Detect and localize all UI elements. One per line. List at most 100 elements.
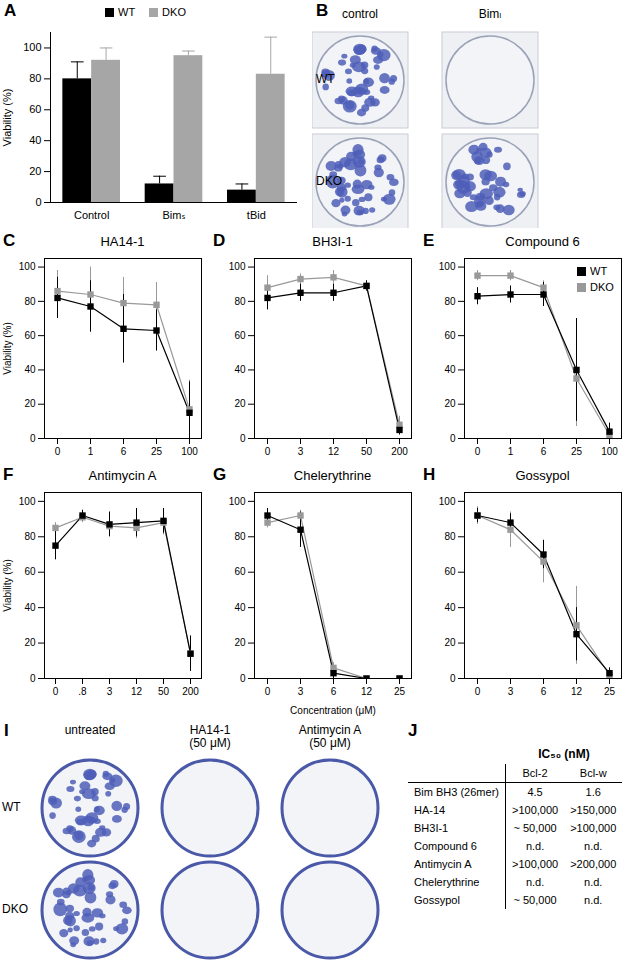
html-text:G: G [213, 465, 227, 484]
svg-text:40: 40 [444, 364, 456, 375]
svg-text:0: 0 [475, 446, 481, 457]
svg-text:Control: Control [74, 209, 109, 221]
html-text:HA14-1: HA14-1 [189, 723, 231, 737]
svg-text:60: 60 [29, 103, 41, 115]
html-text:(50 μM): (50 μM) [189, 736, 231, 750]
html-text:Compound 6: Compound 6 [505, 234, 580, 249]
svg-text:0: 0 [265, 686, 271, 697]
svg-text:20: 20 [24, 398, 36, 409]
svg-text:0: 0 [475, 686, 481, 697]
html-text:Bimₗ: Bimₗ [478, 7, 502, 21]
svg-text:0: 0 [450, 673, 456, 684]
svg-text:0: 0 [55, 446, 61, 457]
svg-text:100: 100 [439, 261, 456, 272]
svg-text:20: 20 [234, 637, 246, 648]
html-text:Gossypol: Gossypol [515, 468, 570, 483]
svg-text:25: 25 [604, 686, 616, 697]
svg-text:25: 25 [571, 446, 583, 457]
html-text:WT: WT [316, 72, 335, 86]
svg-text:12: 12 [361, 686, 373, 697]
svg-text:80: 80 [24, 531, 36, 542]
svg-text:50: 50 [158, 686, 170, 697]
svg-text:20: 20 [444, 398, 456, 409]
svg-text:1: 1 [508, 446, 514, 457]
html-text:IC₅₀ (nM): IC₅₀ (nM) [538, 747, 590, 761]
svg-text:0: 0 [30, 433, 36, 444]
svg-text:100: 100 [181, 446, 198, 457]
svg-text:Viability (%): Viability (%) [1, 89, 13, 147]
html-text:HA14-1: HA14-1 [100, 234, 145, 249]
html-text:BH3I-1: BH3I-1 [312, 234, 353, 249]
svg-text:80: 80 [444, 531, 456, 542]
svg-text:60: 60 [234, 566, 246, 577]
svg-text:80: 80 [234, 296, 246, 307]
html-text:DKO: DKO [316, 174, 342, 188]
svg-text:100: 100 [601, 446, 618, 457]
html-text:A: A [4, 1, 17, 20]
svg-text:60: 60 [444, 566, 456, 577]
svg-text:Viability (%): Viability (%) [2, 322, 13, 375]
svg-text:0: 0 [53, 686, 59, 697]
svg-text:tBid: tBid [247, 209, 266, 221]
html-text:WT: WT [2, 800, 21, 814]
svg-text:100: 100 [19, 496, 36, 507]
svg-text:6: 6 [541, 446, 547, 457]
svg-text:60: 60 [24, 330, 36, 341]
svg-text:20: 20 [24, 637, 36, 648]
svg-text:0: 0 [265, 446, 271, 457]
svg-text:25: 25 [151, 446, 163, 457]
svg-text:6: 6 [331, 686, 337, 697]
html-text:(50 μM): (50 μM) [309, 736, 351, 750]
svg-text:40: 40 [29, 134, 41, 146]
svg-text:60: 60 [24, 566, 36, 577]
svg-text:40: 40 [444, 602, 456, 613]
svg-text:12: 12 [328, 446, 340, 457]
svg-text:100: 100 [229, 261, 246, 272]
html-text:untreated: untreated [64, 723, 116, 737]
svg-text:20: 20 [29, 165, 41, 177]
svg-text:3: 3 [298, 446, 304, 457]
svg-text:100: 100 [229, 496, 246, 507]
svg-text:0: 0 [30, 673, 36, 684]
svg-text:100: 100 [23, 41, 41, 53]
svg-text:40: 40 [234, 364, 246, 375]
svg-text:6: 6 [121, 446, 127, 457]
svg-text:Concentration (μM): Concentration (μM) [290, 705, 376, 716]
svg-text:80: 80 [444, 296, 456, 307]
svg-text:3: 3 [107, 686, 113, 697]
svg-text:80: 80 [24, 296, 36, 307]
svg-text:Viability (%): Viability (%) [2, 559, 13, 612]
svg-text:200: 200 [182, 686, 199, 697]
svg-text:80: 80 [234, 531, 246, 542]
svg-text:0: 0 [240, 673, 246, 684]
html-text:Antimycin A: Antimycin A [298, 723, 362, 737]
html-text:Antimycin A: Antimycin A [88, 468, 157, 483]
svg-text:40: 40 [24, 364, 36, 375]
html-text:DKO: DKO [2, 902, 28, 916]
svg-text:80: 80 [29, 72, 41, 84]
svg-text:60: 60 [234, 330, 246, 341]
svg-text:100: 100 [439, 496, 456, 507]
svg-text:40: 40 [24, 602, 36, 613]
svg-text:1: 1 [88, 446, 94, 457]
svg-text:12: 12 [131, 686, 143, 697]
svg-text:12: 12 [571, 686, 583, 697]
svg-text:0: 0 [240, 433, 246, 444]
html-text:Chelerythrine: Chelerythrine [293, 468, 372, 483]
svg-text:3: 3 [298, 686, 304, 697]
svg-text:6: 6 [541, 686, 547, 697]
svg-text:40: 40 [234, 602, 246, 613]
svg-text:60: 60 [444, 330, 456, 341]
svg-text:20: 20 [234, 398, 246, 409]
svg-text:.8: .8 [78, 686, 87, 697]
svg-text:Bimₛ: Bimₛ [162, 209, 185, 221]
svg-text:0: 0 [35, 196, 41, 208]
html-text:control: control [342, 7, 378, 21]
svg-text:3: 3 [508, 686, 514, 697]
svg-text:0: 0 [450, 433, 456, 444]
svg-text:100: 100 [19, 261, 36, 272]
svg-text:25: 25 [394, 686, 406, 697]
svg-text:200: 200 [391, 446, 408, 457]
svg-text:50: 50 [361, 446, 373, 457]
svg-text:20: 20 [444, 637, 456, 648]
